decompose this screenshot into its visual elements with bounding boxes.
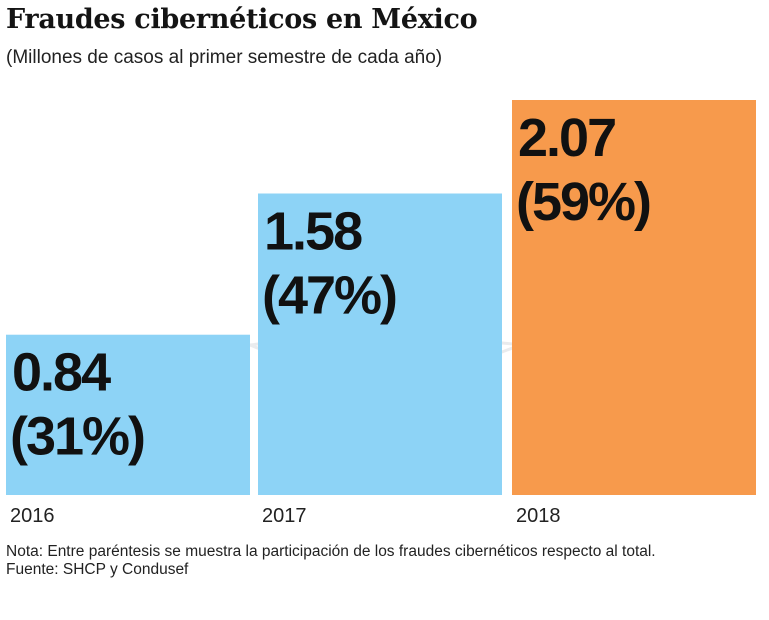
bar-2017: [258, 193, 502, 495]
x-tick-2018: 2018: [516, 505, 561, 527]
bar-value-label-2018: 2.07: [518, 108, 615, 168]
bar-chart: 0.84(31%) 1.58(47%) 2.07(59%) 2016 2017 2018: [6, 100, 756, 527]
source-text: Fuente: SHCP y Condusef: [6, 561, 189, 578]
bar-2016: [6, 334, 250, 495]
bar-labels-group: 0.84(31%) 1.58(47%) 2.07(59%): [10, 108, 652, 467]
x-tick-2017: 2017: [262, 505, 307, 527]
chart-notes: Nota: Entre paréntesis se muestra la par…: [6, 543, 746, 579]
bar-value-label-2016: 0.84: [12, 343, 111, 403]
note-text: Nota: Entre paréntesis se muestra la par…: [6, 543, 656, 560]
bar-share-label-2018: (59%): [516, 172, 650, 232]
bar-share-label-2016: (31%): [10, 407, 144, 467]
chart-title: Fraudes cibernéticos en México: [6, 4, 478, 35]
x-tick-2016: 2016: [10, 505, 55, 527]
bar-2018: [512, 100, 756, 495]
x-tick-labels: 2016 2017 2018: [10, 505, 561, 527]
bars-group: [6, 100, 756, 495]
bar-share-label-2017: (47%): [262, 266, 396, 326]
bar-value-label-2017: 1.58: [264, 202, 362, 262]
chart-subtitle: (Millones de casos al primer semestre de…: [6, 47, 443, 68]
